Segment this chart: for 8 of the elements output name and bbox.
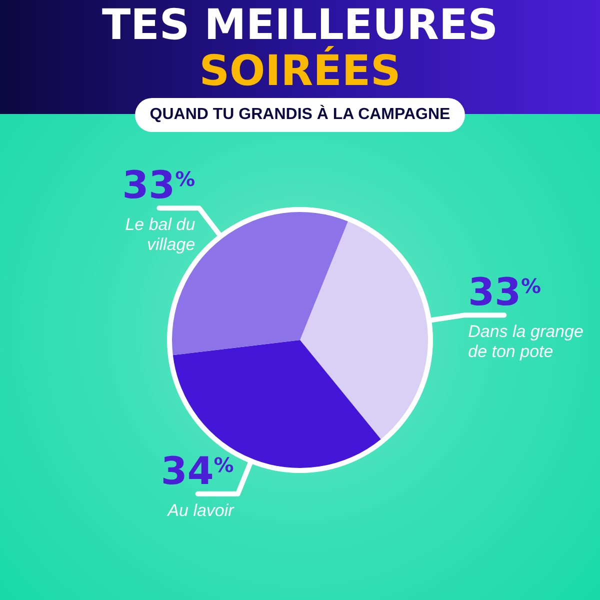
chart-subtitle: QUAND TU GRANDIS À LA CAMPAGNE [135, 98, 465, 132]
slice-label: Au lavoir [166, 500, 236, 520]
slice-label: Dans la grange de ton pote [468, 322, 584, 362]
data-label: 34$^{%}$ [160, 448, 234, 493]
chart-title: TES MEILLEURES SOIRÉES [101, 0, 499, 95]
slice-label: Le bal du village [125, 215, 196, 254]
data-label: 33$^{%}$ [468, 270, 542, 314]
data-label: 33$^{%}$ [122, 163, 196, 208]
